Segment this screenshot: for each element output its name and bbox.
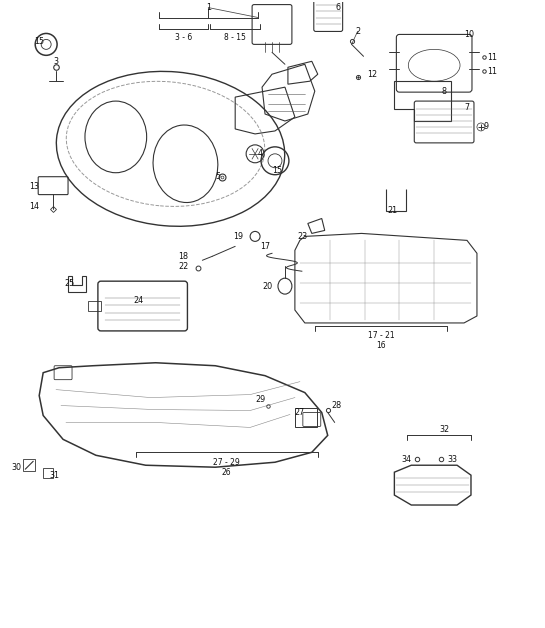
Text: 32: 32 [439,425,449,434]
Text: 4: 4 [258,149,263,158]
Text: 14: 14 [29,202,39,211]
Text: 31: 31 [49,470,59,480]
Text: 5: 5 [215,172,220,181]
Text: 24: 24 [134,296,144,305]
Text: 1: 1 [206,3,211,12]
Text: 18: 18 [178,252,189,261]
Text: 15: 15 [34,37,44,46]
Text: 33: 33 [447,455,457,463]
Text: 22: 22 [178,262,189,271]
Text: 23: 23 [298,232,308,241]
Text: 6: 6 [335,3,340,12]
Text: 17: 17 [260,242,270,251]
Text: 16: 16 [376,342,386,350]
Text: 9: 9 [484,122,489,131]
Text: 20: 20 [262,281,272,291]
Text: 25: 25 [64,279,74,288]
Text: 27: 27 [295,408,305,417]
Text: 15: 15 [272,166,282,175]
Text: 34: 34 [401,455,411,463]
Text: 17 - 21: 17 - 21 [368,332,394,340]
Text: 30: 30 [11,463,21,472]
Text: 12: 12 [367,70,378,78]
Text: 3 - 6: 3 - 6 [175,33,192,42]
Text: 11: 11 [487,53,497,62]
Text: 8 - 15: 8 - 15 [224,33,246,42]
Text: 26: 26 [222,468,232,477]
Text: 28: 28 [332,401,342,410]
Text: 8: 8 [441,87,446,95]
Text: 2: 2 [355,27,360,36]
Text: 19: 19 [233,232,243,241]
Text: 29: 29 [255,395,265,404]
Text: 10: 10 [464,30,474,39]
Text: 13: 13 [29,182,39,191]
Text: 27 - 29: 27 - 29 [213,458,240,467]
Text: 3: 3 [53,57,59,66]
Text: 7: 7 [464,102,469,112]
Text: 11: 11 [487,67,497,76]
Text: 21: 21 [387,206,397,215]
